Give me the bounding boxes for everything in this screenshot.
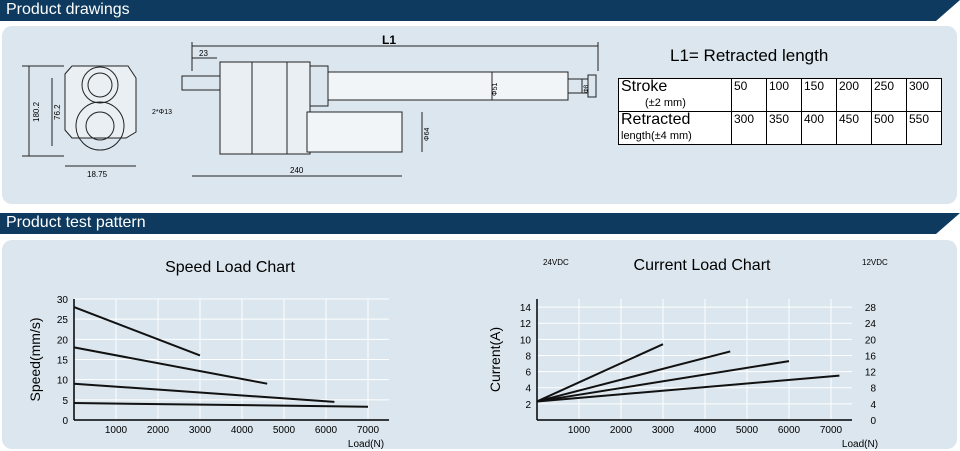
drawings-title: Product drawings — [6, 1, 130, 18]
retracted-label-2: length — [621, 130, 651, 142]
table-cell: 500 — [871, 111, 907, 145]
y1-axis-label: 24VDC — [543, 258, 569, 267]
y-tick-label: 12 — [520, 319, 532, 330]
x-tick-label: 5000 — [273, 425, 296, 436]
table-cell: 300 — [906, 78, 942, 112]
retracted-label: Retracted — [621, 111, 691, 128]
chart-title: Speed Load Chart — [165, 259, 295, 276]
y-tick-label: 25 — [57, 315, 69, 326]
x-tick-label: 6000 — [778, 425, 801, 436]
dim-hole: 2*Φ13 — [152, 109, 172, 116]
y-tick-label: 10 — [57, 376, 69, 387]
y-tick-label: 5 — [62, 396, 68, 407]
y-tick-label: 10 — [520, 335, 532, 346]
test-title: Product test pattern — [6, 214, 146, 231]
charts-area: 1000 2000 3000 4000 5000 6000 7000051015202530… — [27, 257, 888, 449]
y2-tick-label: 16 — [865, 351, 877, 362]
x-axis-label: Load(N) — [348, 439, 384, 449]
table-cell: 350 — [766, 111, 802, 145]
technical-drawing: L1 23 2*Φ13 18.75 240 180.2 76.2 Φ51 Φ64… — [22, 33, 599, 179]
table-cell: 100 — [766, 78, 802, 112]
series-line — [73, 306, 201, 357]
dim-18-75: 18.75 — [87, 170, 108, 179]
y2-tick-label: 20 — [865, 335, 877, 346]
x-tick-label: 2000 — [610, 425, 633, 436]
test-header: Product test pattern — [0, 213, 960, 234]
y-tick-label: 2 — [525, 400, 531, 411]
table-cell: 400 — [801, 111, 837, 145]
x-tick-label: 3000 — [189, 425, 212, 436]
x-tick-label: 4000 — [694, 425, 717, 436]
y2-tick-label: 4 — [870, 400, 876, 411]
table-row: Retracted length(±4 mm) 300 350 400 450 … — [618, 111, 942, 145]
x-tick-label: 1000 — [568, 425, 591, 436]
x-tick-label: 2000 — [147, 425, 170, 436]
test-panel: 1000 2000 3000 4000 5000 6000 7000 0 5 10 15 20 25 30… — [2, 240, 957, 449]
stroke-tolerance: (±2 mm) — [645, 97, 686, 109]
y-tick-label: 4 — [525, 384, 531, 395]
x-tick-label: 7000 — [820, 425, 843, 436]
stroke-header: Stroke (±2 mm) — [618, 78, 732, 112]
y-tick-label: 8 — [525, 351, 531, 362]
y2-tick-label: 8 — [870, 384, 876, 395]
stroke-label: Stroke — [621, 78, 668, 95]
spec-table: Stroke (±2 mm) 50 100 150 200 250 300 Re… — [618, 78, 942, 145]
series-line — [73, 402, 369, 408]
header-corner — [936, 0, 960, 21]
formula-text: L1= Retracted length — [670, 46, 829, 65]
x-tick-label: 1000 — [105, 425, 128, 436]
x-axis-label: Load(N) — [842, 439, 878, 449]
dim-240: 240 — [290, 166, 304, 175]
x-tick-label: 3000 — [652, 425, 675, 436]
y-tick-label: 30 — [57, 295, 69, 306]
table-cell: 150 — [801, 78, 837, 112]
series-line — [536, 343, 664, 403]
y-axis-label: Speed(mm/s) — [27, 317, 43, 401]
chart-title: Current Load Chart — [634, 257, 772, 274]
x-tick-label: 7000 — [357, 425, 380, 436]
y-tick-label: 14 — [520, 303, 532, 314]
drawings-header: Product drawings — [0, 0, 960, 21]
y2-tick-label: 12 — [865, 368, 877, 379]
plot-area — [537, 299, 852, 420]
table-cell: 450 — [836, 111, 872, 145]
dim-180-2: 180.2 — [32, 101, 41, 122]
header-corner — [936, 213, 960, 234]
table-cell: 300 — [731, 111, 767, 145]
y2-axis-label: 12VDC — [862, 258, 888, 267]
table-cell: 200 — [836, 78, 872, 112]
dim-51: Φ51 — [492, 83, 499, 96]
table-cell: 50 — [731, 78, 767, 112]
series-line — [536, 350, 731, 403]
retracted-header: Retracted length(±4 mm) — [618, 111, 732, 145]
dim-23: 23 — [199, 49, 208, 58]
table-cell: 550 — [906, 111, 942, 145]
x-tick-label: 4000 — [231, 425, 254, 436]
y2-tick-label: 28 — [865, 303, 877, 314]
series-line — [536, 374, 840, 403]
series-line — [536, 360, 790, 403]
table-cell: 250 — [871, 78, 907, 112]
series-line — [73, 382, 335, 403]
y-tick-label: 6 — [525, 368, 531, 379]
y-tick-label: 15 — [57, 356, 69, 367]
y2-tick-label: 24 — [865, 319, 877, 330]
table-row: Stroke (±2 mm) 50 100 150 200 250 300 — [618, 78, 942, 112]
dim-76-2: 76.2 — [53, 104, 62, 120]
x-tick-label: 6000 — [315, 425, 338, 436]
retracted-tolerance: (±4 mm) — [650, 130, 692, 142]
series-line — [73, 346, 268, 385]
y2-tick-label: 0 — [870, 416, 876, 427]
dim-64: Φ64 — [424, 128, 431, 141]
dim-8: Φ8 — [584, 84, 590, 93]
dim-l1: L1 — [382, 33, 396, 47]
x-tick-label: 5000 — [736, 425, 759, 436]
y-axis-label: Current(A) — [487, 327, 503, 392]
drawings-panel: L1 23 2*Φ13 18.75 240 180.2 76.2 Φ51 Φ64… — [2, 26, 957, 204]
y-tick-label: 0 — [62, 416, 68, 427]
y-tick-label: 20 — [57, 335, 69, 346]
